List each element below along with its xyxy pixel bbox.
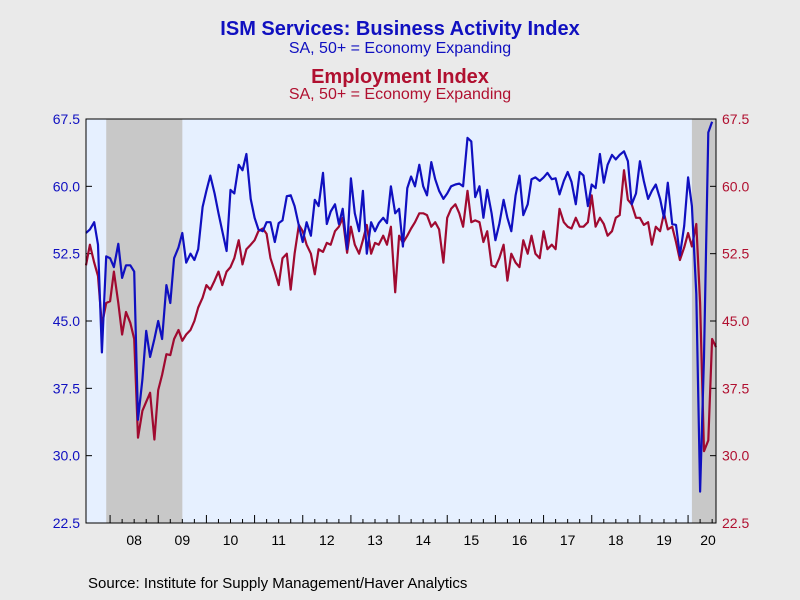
source-note: Source: Institute for Supply Management/… [88,575,468,592]
series-lines [84,121,717,493]
chart-title-business: ISM Services: Business Activity Index [220,18,580,40]
chart-subtitle-business: SA, 50+ = Economy Expanding [288,40,512,57]
plot-border [85,118,717,524]
y-tick-label-left: 52.5 [53,246,80,262]
x-tick-label: 12 [319,532,335,548]
y-tick-label-left: 37.5 [53,380,80,396]
x-tick-label: 09 [175,532,191,548]
y-tick-label-right: 37.5 [722,380,749,396]
plot-area [85,118,717,524]
y-tick-label-right: 45.0 [722,313,749,329]
employment-line [84,169,717,453]
y-tick-label-right: 52.5 [722,246,749,262]
y-tick-label-left: 45.0 [53,313,80,329]
x-tick-label: 20 [700,532,716,548]
x-tick-label: 10 [223,532,239,548]
recession-band-0 [106,119,183,523]
y-tick-label-right: 30.0 [722,448,749,464]
x-tick-label: 19 [656,532,672,548]
x-tick-label: 18 [608,532,624,548]
y-tick-label-left: 60.0 [53,178,80,194]
x-tick-label: 14 [415,532,431,548]
chart-subtitle-employment: SA, 50+ = Economy Expanding [288,86,512,103]
y-tick-label-right: 67.5 [722,111,749,127]
y-tick-label-left: 67.5 [53,111,80,127]
x-tick-label: 16 [512,532,528,548]
y-tick-label-left: 22.5 [53,515,80,531]
y-tick-label-left: 30.0 [53,448,80,464]
x-tick-label: 11 [271,532,286,548]
x-tick-label: 08 [126,532,142,548]
tick-labels: 67.5 67.5 60.0 60.0 52.5 52.5 45.0 45.0 37.5 37.5… [53,111,750,548]
x-tick-label: 17 [560,532,576,548]
business-activity-line [85,121,714,493]
x-tick-label: 13 [367,532,383,548]
x-tick-label: 15 [464,532,480,548]
y-tick-label-right: 22.5 [722,515,749,531]
y-tick-label-right: 60.0 [722,178,749,194]
chart-title-employment: Employment Index [311,66,489,88]
